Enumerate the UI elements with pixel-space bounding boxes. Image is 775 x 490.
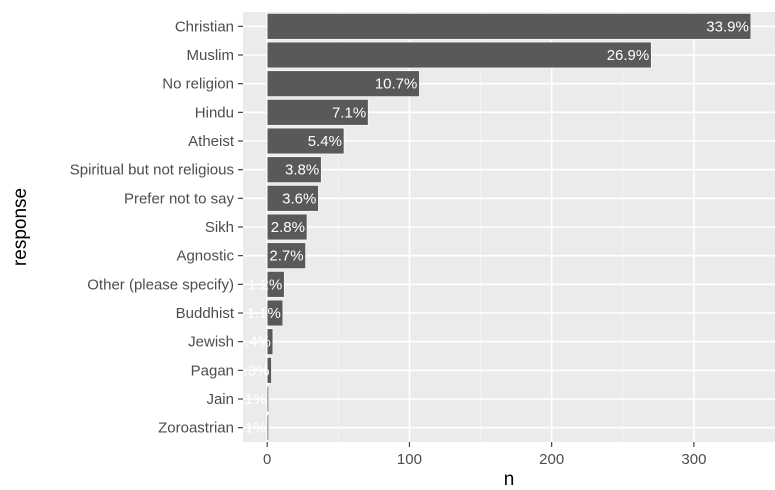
x-tick-label: 100 (397, 451, 422, 468)
bar-value-label: 1.2% (248, 276, 282, 293)
y-tick-label: Jain (206, 391, 234, 408)
bar (266, 41, 652, 69)
bar (266, 271, 285, 298)
bar (266, 156, 322, 183)
y-tick-label: No religion (162, 76, 234, 93)
y-axis-title: response (10, 188, 31, 266)
y-tick-label: Pagan (191, 362, 234, 379)
bar-value-label: 33.9% (706, 18, 749, 35)
bar-value-label: 7.1% (332, 104, 366, 121)
bar-value-label: 10.7% (375, 76, 418, 93)
bar (266, 185, 319, 212)
axis-ticks: Christian Muslim No religion Hindu Atheist Sp… (70, 18, 707, 468)
bar-value-label: .1% (241, 420, 267, 437)
bar-value-label: 2.8% (271, 219, 305, 236)
bar (266, 13, 752, 40)
y-tick-label: Spiritual but not religious (70, 162, 234, 179)
bar-value-label: 26.9% (607, 47, 650, 64)
bar-value-label: 5.4% (308, 133, 342, 150)
y-tick-label: Agnostic (176, 248, 234, 265)
bars: 33.9% 26.9% 10.7% 7.1% 5.4% 3.8% 3.6% 2.8% 2.7% 1… (241, 13, 752, 441)
bar (266, 213, 308, 241)
x-tick-label: 300 (681, 451, 706, 468)
bar-value-label: .1% (241, 391, 267, 408)
bar-value-label: 1.1% (247, 305, 281, 322)
bar (266, 328, 274, 355)
bar-value-label: 3.6% (282, 190, 316, 207)
bar-value-label: 3.8% (285, 162, 319, 179)
y-tick-label: Jewish (188, 334, 234, 351)
x-tick-label: 0 (263, 451, 271, 468)
bar (266, 299, 284, 327)
bar-value-label: 2.7% (269, 248, 303, 265)
y-tick-label: Zoroastrian (158, 420, 234, 437)
bar-value-label: .3% (244, 362, 270, 379)
bar-value-label: .4% (245, 334, 271, 351)
bar (266, 414, 269, 441)
bar (266, 242, 306, 269)
y-tick-label: Other (please specify) (87, 276, 234, 293)
bar (266, 70, 420, 97)
y-tick-label: Sikh (205, 219, 234, 236)
y-tick-label: Hindu (195, 104, 234, 121)
bar (266, 357, 272, 384)
y-tick-label: Muslim (187, 47, 235, 64)
y-tick-label: Christian (175, 18, 234, 35)
y-tick-label: Prefer not to say (124, 190, 235, 207)
y-tick-label: Buddhist (176, 305, 235, 322)
x-tick-label: 200 (539, 451, 564, 468)
y-tick-label: Atheist (188, 133, 235, 150)
bar (266, 385, 269, 413)
bar (266, 127, 345, 155)
x-axis-title: n (504, 469, 515, 490)
bar (266, 99, 369, 126)
